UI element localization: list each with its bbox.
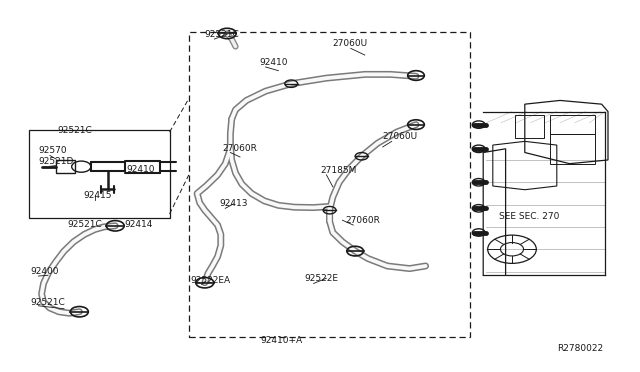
- Text: 92521C: 92521C: [67, 220, 102, 229]
- Text: SEE SEC. 270: SEE SEC. 270: [499, 212, 559, 221]
- Text: 92410: 92410: [259, 58, 288, 67]
- Text: 92414: 92414: [125, 220, 153, 229]
- Text: 92570: 92570: [38, 147, 67, 155]
- Bar: [29, 130, 170, 218]
- Text: 27060R: 27060R: [346, 216, 380, 225]
- Text: 92413: 92413: [219, 199, 248, 208]
- Bar: [550, 134, 595, 164]
- Text: 92521C: 92521C: [31, 298, 65, 307]
- Bar: [550, 115, 595, 134]
- Bar: [189, 32, 470, 337]
- Bar: [56, 160, 75, 173]
- Text: 27060U: 27060U: [333, 39, 368, 48]
- Text: 27060R: 27060R: [223, 144, 257, 153]
- Text: 27060U: 27060U: [383, 132, 418, 141]
- Text: 92522E: 92522E: [304, 275, 338, 283]
- Text: 92415: 92415: [83, 191, 112, 200]
- Text: 92410: 92410: [127, 165, 156, 174]
- Text: 27185M: 27185M: [320, 166, 356, 175]
- Text: 92521C: 92521C: [205, 30, 239, 39]
- Bar: [515, 115, 544, 138]
- Text: 92522EA: 92522EA: [191, 276, 231, 285]
- Text: 92410+A: 92410+A: [260, 336, 303, 345]
- Text: 92521C: 92521C: [58, 126, 92, 135]
- Text: R2780022: R2780022: [557, 344, 603, 353]
- Text: 92400: 92400: [31, 267, 60, 276]
- Text: 92521D: 92521D: [38, 157, 74, 166]
